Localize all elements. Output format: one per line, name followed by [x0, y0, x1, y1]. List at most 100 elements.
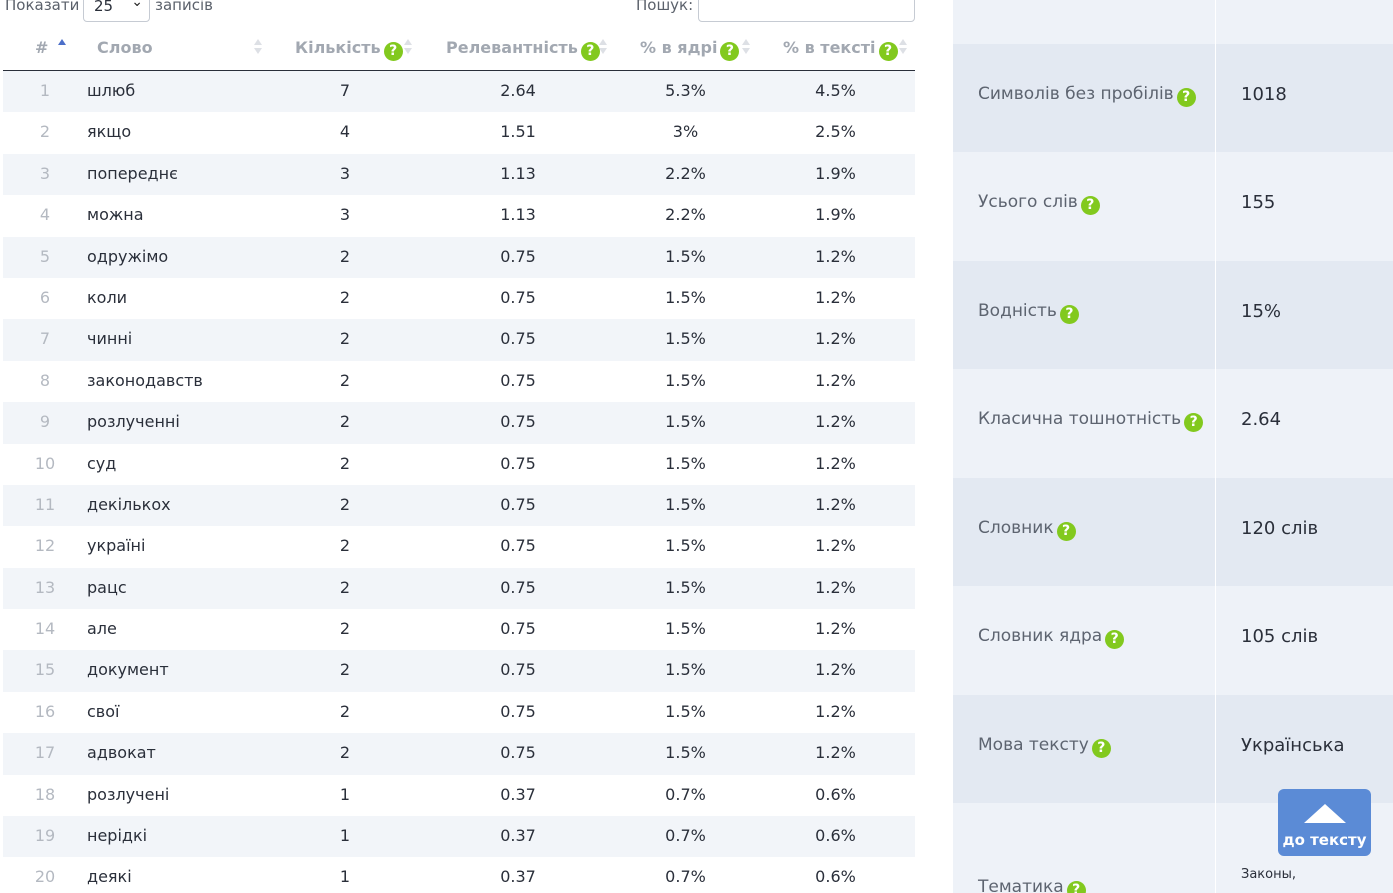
page-size-select[interactable]: 25 ⌄: [83, 0, 150, 22]
table-row: 18 розлучені 1 0.37 0.7% 0.6%: [3, 774, 915, 817]
row-index: 11: [34, 494, 56, 514]
header-text-pct[interactable]: % в тексті?: [783, 38, 898, 61]
row-text-pct: 1.2%: [815, 287, 856, 307]
row-count: 2: [339, 743, 351, 763]
row-core-pct: 1.5%: [665, 246, 706, 266]
row-word: деякі: [87, 867, 132, 887]
help-icon[interactable]: ?: [878, 42, 898, 61]
row-count: 2: [339, 536, 351, 556]
help-icon[interactable]: ?: [1059, 305, 1079, 324]
row-word: попереднє: [87, 163, 178, 183]
sort-text-pct-icon[interactable]: [899, 39, 908, 57]
row-word: адвокат: [87, 743, 156, 763]
header-count[interactable]: Кількість?: [295, 38, 403, 61]
stat-label: Усього слів?: [978, 192, 1100, 215]
help-icon[interactable]: ?: [720, 42, 740, 61]
table-row: 16 свої 2 0.75 1.5% 1.2%: [3, 691, 915, 734]
help-icon[interactable]: ?: [580, 42, 600, 61]
row-core-pct: 1.5%: [665, 412, 706, 432]
to-text-button[interactable]: до тексту: [1278, 789, 1371, 856]
row-text-pct: 1.2%: [815, 370, 856, 390]
row-word: суд: [87, 453, 117, 473]
row-count: 2: [339, 287, 351, 307]
stats-divider: [1215, 0, 1216, 893]
help-icon[interactable]: ?: [1056, 522, 1076, 541]
row-count: 2: [339, 577, 351, 597]
sort-count-icon[interactable]: [404, 39, 413, 57]
row-count: 2: [339, 619, 351, 639]
row-count: 1: [339, 826, 351, 846]
help-icon[interactable]: ?: [1105, 630, 1125, 649]
row-word: свої: [87, 701, 120, 721]
help-icon[interactable]: ?: [1091, 739, 1111, 758]
row-count: 1: [339, 784, 351, 804]
row-relevance: 0.75: [500, 619, 536, 639]
row-core-pct: 1.5%: [665, 743, 706, 763]
row-core-pct: 1.5%: [665, 536, 706, 556]
sort-index-icon[interactable]: [58, 39, 67, 57]
header-word[interactable]: Слово: [97, 38, 153, 57]
header-index[interactable]: #: [35, 38, 49, 57]
row-text-pct: 1.2%: [815, 660, 856, 680]
row-relevance: 0.75: [500, 329, 536, 349]
row-index: 9: [39, 412, 51, 432]
row-relevance: 0.37: [500, 826, 536, 846]
table-row: 8 законодавств 2 0.75 1.5% 1.2%: [3, 360, 915, 403]
row-text-pct: 1.9%: [815, 163, 856, 183]
help-icon[interactable]: ?: [1184, 413, 1204, 432]
row-text-pct: 1.2%: [815, 494, 856, 514]
row-relevance: 0.75: [500, 494, 536, 514]
row-relevance: 1.13: [500, 163, 536, 183]
row-relevance: 2.64: [500, 81, 536, 100]
row-word: законодавств: [87, 370, 203, 390]
row-index: 1: [39, 81, 51, 100]
help-icon[interactable]: ?: [1080, 196, 1100, 215]
table-row: 5 одружімо 2 0.75 1.5% 1.2%: [3, 236, 915, 278]
table-row: 2 якщо 4 1.51 3% 2.5%: [3, 112, 915, 154]
row-index: 2: [39, 122, 51, 142]
row-index: 15: [34, 660, 56, 680]
table-header: # Слово Кількість? Релевантність? % в яд…: [3, 28, 915, 71]
row-count: 3: [339, 163, 351, 183]
row-index: 3: [39, 163, 51, 183]
row-relevance: 0.75: [500, 577, 536, 597]
row-core-pct: 2.2%: [665, 163, 706, 183]
sort-word-icon[interactable]: [254, 39, 263, 57]
row-core-pct: 3%: [672, 122, 699, 142]
header-relevance[interactable]: Релевантність?: [446, 38, 600, 61]
row-relevance: 0.37: [500, 784, 536, 804]
help-icon[interactable]: ?: [1176, 88, 1196, 107]
help-icon[interactable]: ?: [1066, 881, 1086, 893]
row-index: 10: [34, 453, 56, 473]
row-word: коли: [87, 287, 128, 307]
help-icon[interactable]: ?: [383, 42, 403, 61]
table-row: 3 попереднє 3 1.13 2.2% 1.9%: [3, 153, 915, 196]
show-entries-label: Показати: [5, 0, 80, 14]
row-text-pct: 1.2%: [815, 701, 856, 721]
row-relevance: 0.75: [500, 246, 536, 266]
text-stats-panel: Символів без пробілів? 1018 Усього слів? 15…: [953, 0, 1393, 893]
header-core-pct[interactable]: % в ядрі?: [640, 38, 740, 61]
stat-row: Мова тексту? Українська: [953, 695, 1393, 803]
table-row: 4 можна 3 1.13 2.2% 1.9%: [3, 195, 915, 237]
search-input[interactable]: [698, 0, 915, 22]
row-text-pct: 1.2%: [815, 453, 856, 473]
stat-label: Мова тексту?: [978, 735, 1111, 758]
sort-relevance-icon[interactable]: [599, 39, 608, 57]
row-core-pct: 1.5%: [665, 329, 706, 349]
row-text-pct: 1.2%: [815, 743, 856, 763]
row-core-pct: 1.5%: [665, 453, 706, 473]
sort-core-pct-icon[interactable]: [742, 39, 751, 57]
row-text-pct: 1.2%: [815, 577, 856, 597]
table-row: 17 адвокат 2 0.75 1.5% 1.2%: [3, 733, 915, 775]
row-core-pct: 1.5%: [665, 619, 706, 639]
stat-value: 1018: [1241, 84, 1287, 105]
row-relevance: 0.75: [500, 412, 536, 432]
table-row: 14 але 2 0.75 1.5% 1.2%: [3, 609, 915, 651]
row-core-pct: 5.3%: [665, 81, 706, 100]
row-index: 8: [39, 370, 51, 390]
row-text-pct: 1.9%: [815, 205, 856, 225]
row-word: чинні: [87, 329, 133, 349]
row-relevance: 0.75: [500, 743, 536, 763]
row-count: 2: [339, 246, 351, 266]
